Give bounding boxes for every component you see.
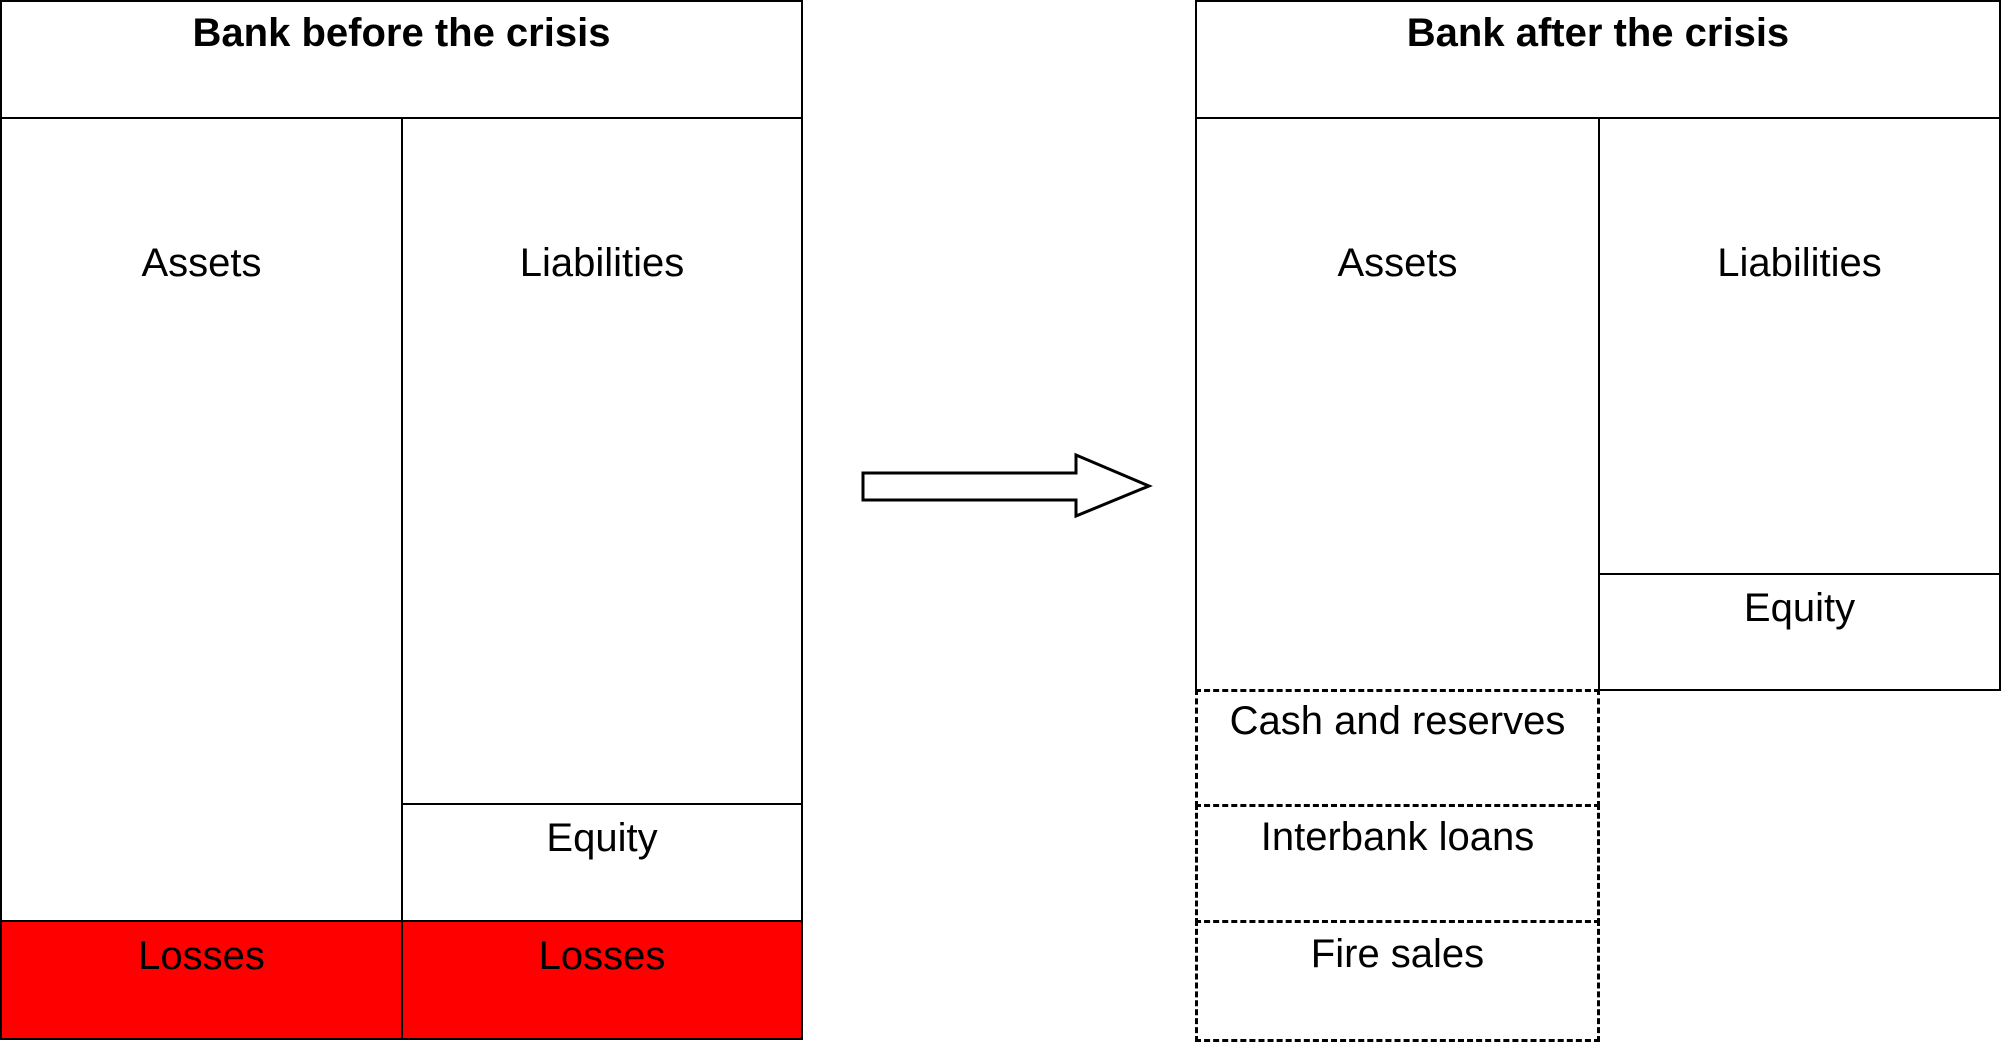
after-liabilities-box: Liabilities	[1598, 117, 2001, 575]
after-assets-box: Assets	[1195, 117, 1600, 691]
after-interbank-loans-label: Interbank loans	[1260, 815, 1535, 859]
after-fire-sales-box: Fire sales	[1195, 920, 1600, 1042]
before-liabilities-box: Liabilities	[401, 117, 803, 805]
after-liabilities-label: Liabilities	[1717, 241, 1882, 285]
after-equity-label: Equity	[1743, 586, 1856, 630]
after-interbank-loans-box: Interbank loans	[1195, 804, 1600, 924]
after-equity-box: Equity	[1598, 573, 2001, 691]
before-title-box: Bank before the crisis	[0, 0, 803, 119]
before-liabilities-losses-label: Losses	[538, 934, 666, 978]
arrow-shape	[861, 452, 1153, 519]
after-assets-label: Assets	[1337, 241, 1458, 285]
before-assets-box: Assets	[0, 117, 403, 922]
right-arrow-icon	[861, 452, 1153, 519]
after-fire-sales-label: Fire sales	[1310, 932, 1485, 976]
before-liabilities-label: Liabilities	[519, 241, 685, 285]
before-liabilities-losses-box: Losses	[401, 920, 803, 1040]
before-title: Bank before the crisis	[192, 11, 611, 55]
after-cash-reserves-box: Cash and reserves	[1195, 689, 1600, 807]
before-assets-losses-label: Losses	[138, 934, 265, 978]
after-title-box: Bank after the crisis	[1195, 0, 2001, 119]
after-cash-reserves-label: Cash and reserves	[1229, 699, 1566, 743]
before-assets-label: Assets	[141, 241, 262, 285]
before-equity-label: Equity	[546, 816, 658, 860]
after-title: Bank after the crisis	[1406, 11, 1790, 55]
before-assets-losses-box: Losses	[0, 920, 403, 1040]
before-equity-box: Equity	[401, 803, 803, 922]
